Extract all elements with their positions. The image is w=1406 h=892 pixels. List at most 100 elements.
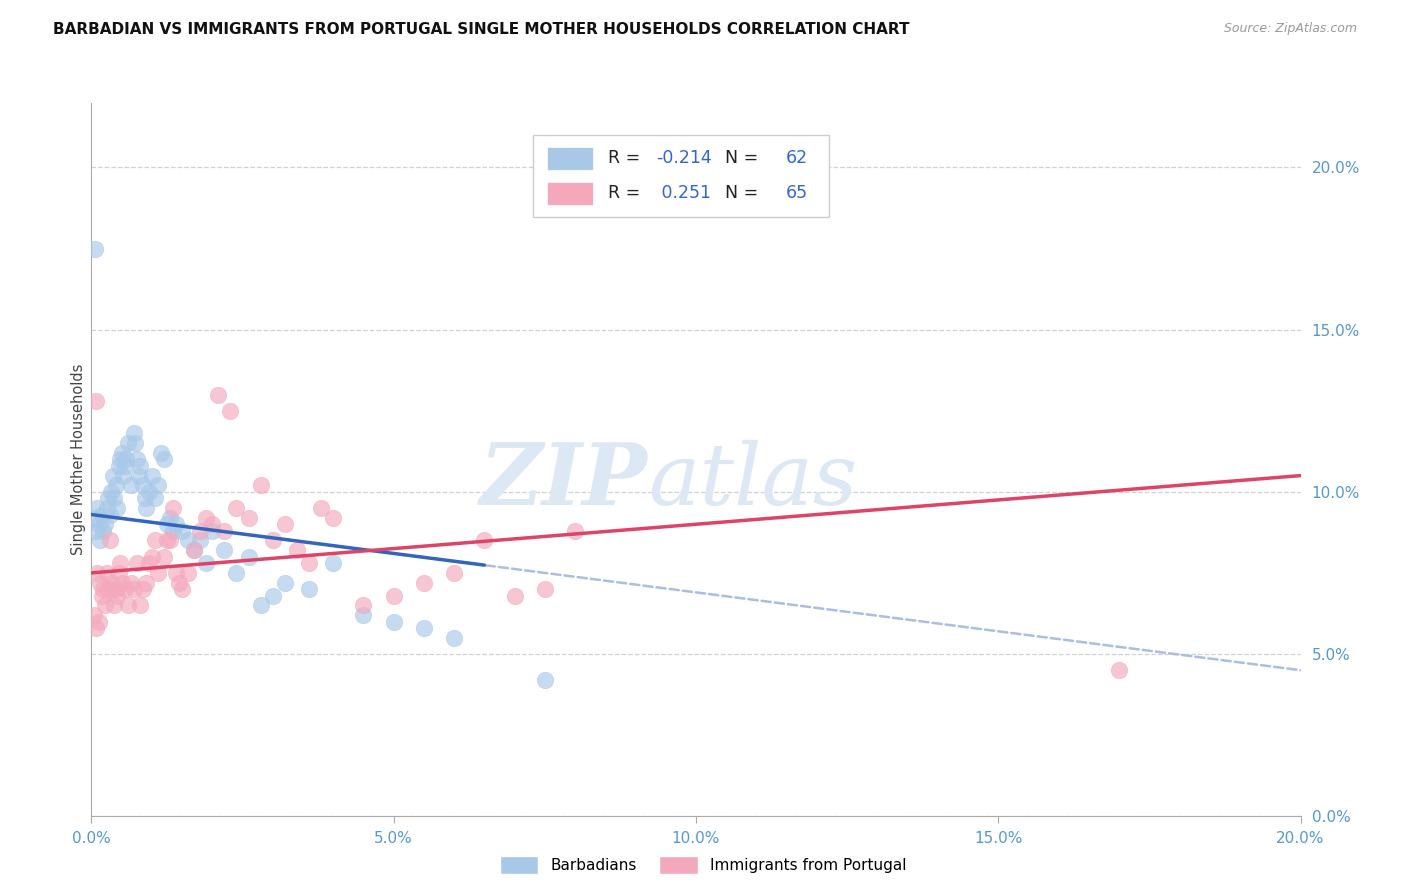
- Text: R =: R =: [607, 185, 645, 202]
- Text: atlas: atlas: [648, 440, 856, 522]
- Point: [156, 517, 179, 532]
- Point: [156, 533, 179, 548]
- Point: [117, 436, 139, 450]
- Point: [382, 615, 405, 629]
- Point: [153, 549, 176, 564]
- Point: [120, 478, 142, 492]
- Point: [93, 524, 115, 538]
- Text: R =: R =: [607, 149, 645, 167]
- Point: [177, 566, 200, 580]
- Point: [238, 549, 260, 564]
- Point: [107, 566, 129, 580]
- Point: [122, 426, 145, 441]
- Point: [143, 533, 166, 548]
- Point: [132, 582, 155, 596]
- Text: Source: ZipAtlas.com: Source: ZipAtlas.com: [1223, 22, 1357, 36]
- Point: [143, 491, 166, 506]
- Point: [382, 589, 405, 603]
- Point: [188, 524, 211, 538]
- Point: [134, 491, 156, 506]
- Point: [97, 582, 120, 596]
- Point: [322, 510, 344, 524]
- Point: [159, 510, 181, 524]
- Bar: [547, 182, 593, 204]
- Point: [124, 436, 146, 450]
- Point: [84, 524, 107, 538]
- Point: [115, 452, 138, 467]
- Point: [111, 575, 132, 590]
- Point: [262, 533, 284, 548]
- Point: [162, 501, 184, 516]
- Point: [98, 533, 121, 548]
- Point: [534, 673, 557, 687]
- Point: [105, 589, 128, 603]
- Point: [149, 446, 172, 460]
- Point: [100, 484, 122, 499]
- Point: [128, 599, 150, 613]
- Point: [98, 508, 121, 522]
- Point: [188, 533, 211, 548]
- Point: [111, 446, 132, 460]
- Point: [96, 566, 118, 580]
- Point: [225, 501, 247, 516]
- Point: [114, 582, 136, 596]
- Text: N =: N =: [714, 149, 763, 167]
- Point: [141, 549, 163, 564]
- Point: [93, 599, 115, 613]
- Point: [167, 575, 190, 590]
- Bar: [547, 147, 593, 169]
- Point: [298, 556, 321, 570]
- Point: [120, 575, 142, 590]
- Point: [413, 621, 436, 635]
- Point: [141, 468, 163, 483]
- Point: [104, 582, 127, 596]
- Point: [183, 543, 205, 558]
- Point: [135, 501, 157, 516]
- Point: [162, 524, 184, 538]
- FancyBboxPatch shape: [533, 135, 830, 217]
- Point: [207, 387, 229, 401]
- Legend: Barbadians, Immigrants from Portugal: Barbadians, Immigrants from Portugal: [494, 850, 912, 880]
- Point: [83, 510, 105, 524]
- Point: [214, 543, 236, 558]
- Point: [443, 631, 465, 645]
- Point: [172, 524, 194, 538]
- Point: [86, 501, 108, 516]
- Point: [262, 589, 284, 603]
- Point: [225, 566, 247, 580]
- Point: [274, 517, 297, 532]
- Point: [100, 575, 122, 590]
- Point: [89, 533, 111, 548]
- Point: [274, 575, 297, 590]
- Point: [534, 582, 557, 596]
- Point: [138, 484, 160, 499]
- Point: [101, 468, 124, 483]
- Point: [91, 589, 114, 603]
- Text: -0.214: -0.214: [657, 149, 711, 167]
- Point: [135, 575, 157, 590]
- Point: [114, 458, 136, 473]
- Point: [87, 615, 110, 629]
- Point: [110, 452, 132, 467]
- Point: [322, 556, 344, 570]
- Point: [177, 533, 200, 548]
- Point: [117, 599, 139, 613]
- Point: [110, 556, 132, 570]
- Point: [138, 556, 160, 570]
- Point: [201, 517, 224, 532]
- Point: [125, 452, 148, 467]
- Y-axis label: Single Mother Households: Single Mother Households: [70, 364, 86, 555]
- Point: [352, 599, 374, 613]
- Point: [443, 566, 465, 580]
- Point: [132, 478, 155, 492]
- Point: [84, 394, 107, 409]
- Point: [105, 501, 128, 516]
- Point: [352, 608, 374, 623]
- Point: [249, 599, 271, 613]
- Point: [146, 478, 169, 492]
- Point: [472, 533, 495, 548]
- Point: [1108, 663, 1130, 677]
- Point: [91, 508, 114, 522]
- Point: [93, 582, 115, 596]
- Point: [298, 582, 321, 596]
